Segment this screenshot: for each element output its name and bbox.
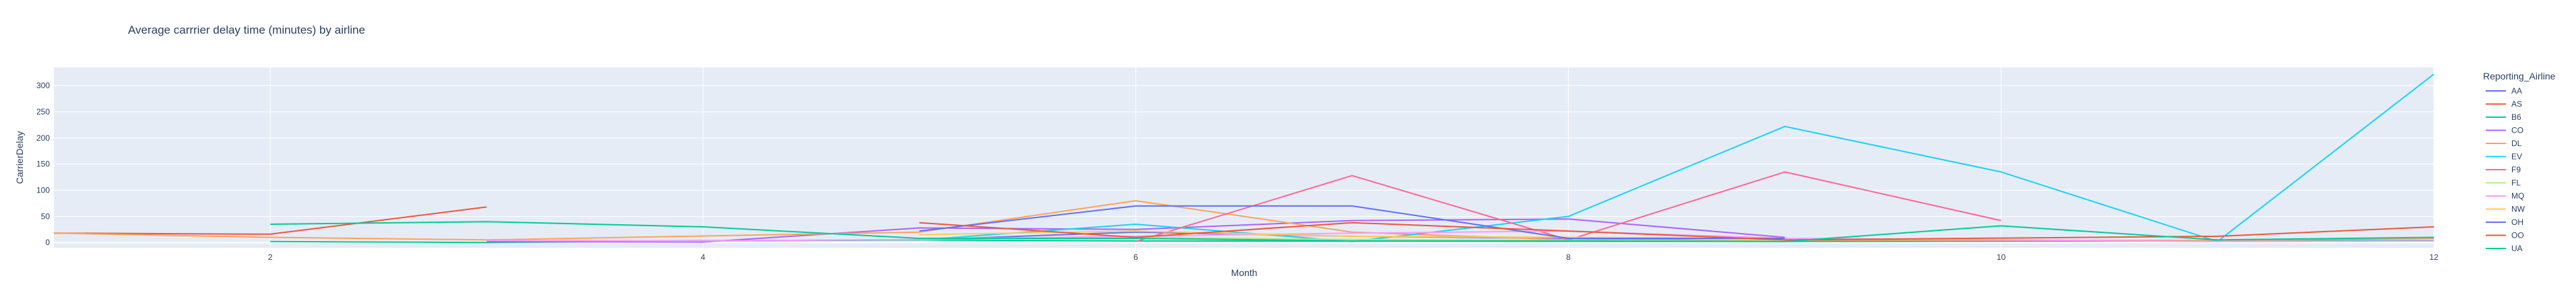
y-axis-title: CarrierDelay [14,131,25,184]
y-tick-label: 300 [36,81,50,90]
series-line-ua [270,221,2435,242]
legend-label-aa[interactable]: AA [2511,86,2522,96]
legend-label-oh[interactable]: OH [2511,217,2523,227]
legend-label-nw[interactable]: NW [2511,205,2525,214]
legend-title: Reporting_Airline [2483,71,2556,81]
chart-title: Average carrrier delay time (minutes) by… [128,24,365,36]
y-tick-label: 0 [45,238,50,247]
series-line-ev [919,73,2435,242]
legend-label-mq[interactable]: MQ [2511,191,2524,201]
legend-label-dl[interactable]: DL [2511,139,2522,148]
legend-label-oo[interactable]: OO [2511,231,2524,240]
legend-label-ua[interactable]: UA [2511,244,2523,253]
legend-label-b6[interactable]: B6 [2511,112,2521,122]
tick-labels: 2 4 6 8 10 12 0 50 100 150 200 250 300 [36,81,2439,262]
series-line-oo [919,222,2435,241]
y-tick-label: 100 [36,186,50,195]
plot-background [54,67,2434,248]
series-lines [53,73,2435,244]
legend: Reporting_Airline AA AS B6 CO DL EV F9 FL MQ NW OH… [2483,71,2556,253]
y-tick-label: 200 [36,133,50,143]
x-tick-label: 10 [1997,252,2006,262]
series-line-mq [486,230,2435,242]
legend-label-ev[interactable]: EV [2511,152,2522,162]
legend-label-fl[interactable]: FL [2511,178,2521,188]
x-tick-label: 12 [2429,252,2439,262]
x-axis-title: Month [1231,267,1258,278]
series-line-as [53,206,487,235]
legend-label-as[interactable]: AS [2511,100,2522,109]
x-tick-label: 4 [701,252,705,262]
legend-label-co[interactable]: CO [2511,126,2523,135]
legend-label-f9[interactable]: F9 [2511,165,2521,174]
x-tick-label: 8 [1566,252,1571,262]
y-tick-label: 250 [36,107,50,116]
series-line-co [486,218,1785,243]
x-tick-label: 2 [268,252,273,262]
y-tick-label: 50 [41,211,51,221]
x-tick-label: 6 [1134,252,1138,262]
series-line-oh [919,205,1785,239]
y-tick-label: 150 [36,160,50,169]
